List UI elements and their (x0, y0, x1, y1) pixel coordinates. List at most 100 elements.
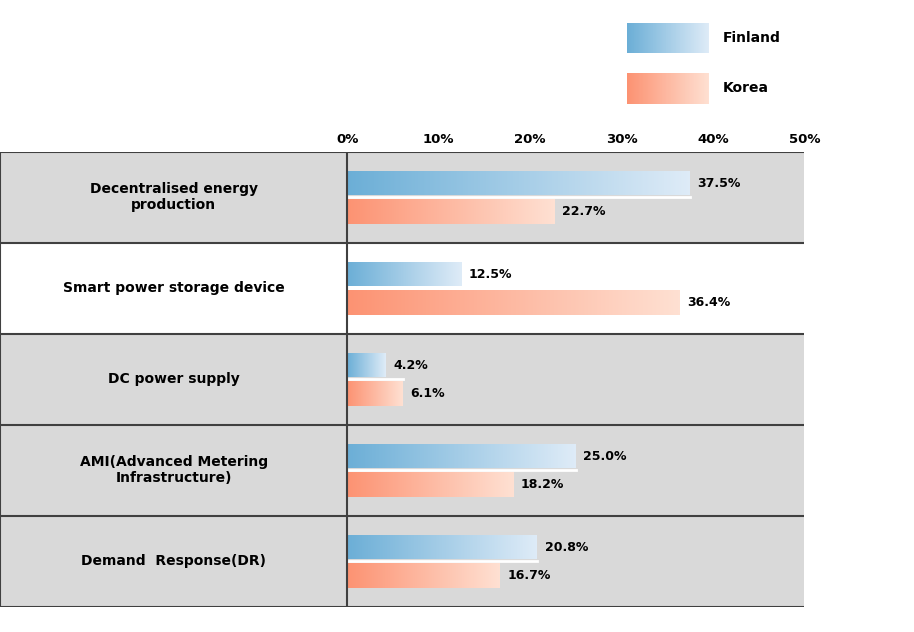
Bar (540, 171, 541, 195)
Bar (545, 290, 546, 315)
Bar (563, 171, 565, 195)
Bar (656, 171, 657, 195)
Bar (547, 290, 548, 315)
Bar (412, 171, 413, 195)
Bar (681, 171, 682, 195)
Bar (411, 290, 413, 315)
Text: Smart power storage device: Smart power storage device (63, 281, 284, 295)
Bar (363, 171, 365, 195)
Bar (428, 171, 429, 195)
Bar (487, 290, 488, 315)
Bar (538, 171, 539, 195)
Bar (0, 152, 347, 243)
Bar (379, 171, 380, 195)
Bar (415, 290, 416, 315)
Bar (385, 171, 386, 195)
Text: 36.4%: 36.4% (687, 296, 730, 309)
Bar (372, 290, 373, 315)
Bar (557, 171, 558, 195)
Bar (530, 290, 531, 315)
Bar (517, 171, 519, 195)
Bar (471, 290, 472, 315)
Bar (431, 290, 432, 315)
Bar (521, 171, 522, 195)
Bar (676, 171, 677, 195)
Bar (354, 290, 355, 315)
Bar (467, 290, 468, 315)
Bar (456, 290, 457, 315)
Bar (429, 171, 430, 195)
Bar (351, 290, 352, 315)
Bar (445, 290, 446, 315)
Bar (593, 290, 595, 315)
Bar (648, 290, 649, 315)
Bar (598, 290, 599, 315)
Bar (531, 171, 533, 195)
Bar (369, 290, 370, 315)
Bar (532, 171, 534, 195)
Bar (510, 290, 512, 315)
Bar (377, 290, 378, 315)
Bar (618, 290, 619, 315)
Bar (644, 290, 645, 315)
Bar (684, 171, 685, 195)
Bar (403, 171, 404, 195)
Bar (419, 290, 420, 315)
Bar (601, 171, 602, 195)
Bar (540, 290, 541, 315)
Bar (382, 171, 383, 195)
Bar (502, 290, 503, 315)
Text: Decentralised energy
production: Decentralised energy production (90, 182, 258, 212)
Bar (638, 290, 639, 315)
Bar (602, 171, 603, 195)
Bar (394, 171, 395, 195)
Bar (604, 290, 606, 315)
Text: AMI(Advanced Metering
Infrastructure): AMI(Advanced Metering Infrastructure) (80, 455, 268, 485)
Bar (562, 171, 563, 195)
Bar (524, 290, 525, 315)
Bar (558, 171, 559, 195)
Bar (356, 290, 357, 315)
Bar (459, 171, 461, 195)
Bar (473, 290, 475, 315)
Bar (608, 290, 609, 315)
Bar (611, 171, 612, 195)
Bar (462, 171, 463, 195)
Bar (477, 171, 479, 195)
Bar (627, 290, 628, 315)
Bar (494, 290, 496, 315)
Bar (378, 290, 379, 315)
Bar (571, 171, 572, 195)
Bar (689, 171, 690, 195)
Bar (490, 171, 492, 195)
Bar (576, 290, 577, 315)
Bar (611, 290, 612, 315)
Bar (463, 290, 465, 315)
Bar (660, 171, 662, 195)
Bar (634, 290, 635, 315)
Bar (435, 290, 436, 315)
Bar (453, 171, 454, 195)
Bar (567, 290, 568, 315)
Bar (561, 290, 562, 315)
Text: Finland: Finland (723, 31, 781, 45)
Bar (507, 290, 508, 315)
Bar (375, 290, 377, 315)
Bar (535, 290, 536, 315)
Bar (440, 171, 441, 195)
Bar (677, 171, 678, 195)
Bar (623, 290, 624, 315)
Bar (663, 171, 664, 195)
Text: 4.2%: 4.2% (393, 358, 428, 372)
Bar (620, 290, 622, 315)
Bar (626, 171, 627, 195)
Bar (396, 290, 398, 315)
Bar (665, 290, 666, 315)
Bar (682, 171, 684, 195)
Bar (368, 290, 369, 315)
Bar (414, 290, 415, 315)
Bar (468, 290, 469, 315)
Bar (592, 290, 593, 315)
Bar (468, 171, 470, 195)
Bar (480, 171, 481, 195)
